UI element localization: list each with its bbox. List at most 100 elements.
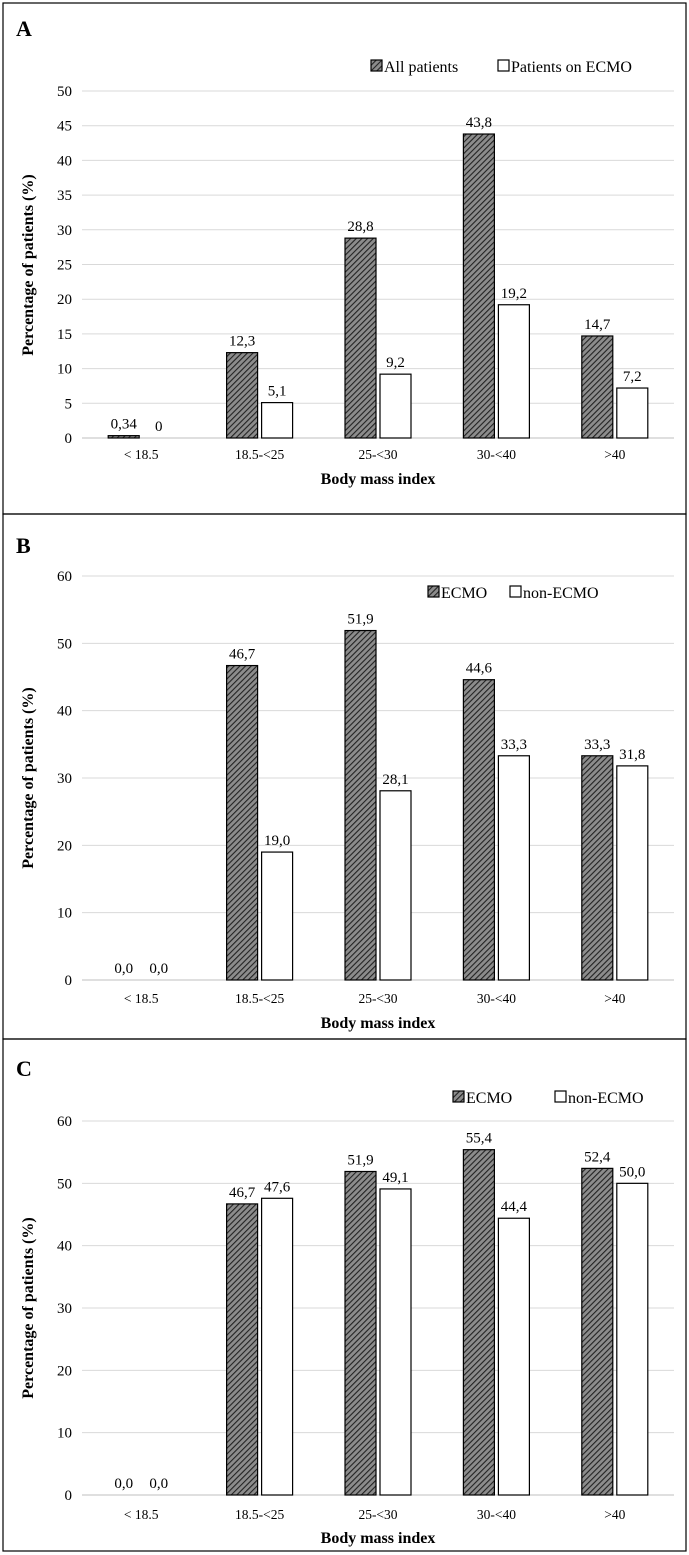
x-category-label: >40 <box>604 1507 625 1522</box>
legend-swatch-hatched <box>370 59 383 72</box>
data-label: 49,1 <box>382 1170 408 1186</box>
y-tick-label: 25 <box>57 258 72 274</box>
y-tick-label: 40 <box>57 153 72 169</box>
y-tick-label: 10 <box>57 1426 72 1442</box>
data-label: 0,0 <box>114 1476 133 1492</box>
data-label: 28,1 <box>382 772 408 788</box>
y-tick-label: 60 <box>57 569 72 585</box>
x-category-label: 18.5-<25 <box>235 1507 284 1522</box>
data-label: 33,3 <box>584 737 610 753</box>
bar-hatched <box>226 664 259 981</box>
data-label: 0,0 <box>114 961 133 977</box>
bar-open <box>379 373 412 439</box>
bar-open <box>261 1197 294 1496</box>
bar-hatched <box>462 679 495 981</box>
x-category-label: 18.5-<25 <box>235 447 284 462</box>
x-category-label: >40 <box>604 991 625 1006</box>
data-label: 0,0 <box>149 1476 168 1492</box>
x-axis-title: Body mass index <box>321 1530 436 1547</box>
bar-hatched <box>226 352 259 439</box>
data-label: 31,8 <box>619 747 645 763</box>
data-label: 44,4 <box>501 1199 528 1215</box>
data-label: 12,3 <box>229 334 255 350</box>
bar-hatched <box>581 335 614 439</box>
bar-open <box>616 765 649 981</box>
y-tick-label: 15 <box>57 327 72 343</box>
bar-hatched <box>344 629 377 981</box>
x-category-label: < 18.5 <box>124 447 159 462</box>
chart-panel-a: A 0 5 10 15 20 25 30 35 40 45 50 0,34 0 < 18.5 12,3 5,1 1… <box>2 2 687 515</box>
y-tick-label: 30 <box>57 1301 72 1317</box>
panel-label: B <box>16 533 31 558</box>
x-category-label: 25-<30 <box>358 447 397 462</box>
legend: ECMO non-ECMO <box>427 585 599 602</box>
y-axis-title: Percentage of patients (%) <box>20 174 37 355</box>
y-tick-label: 0 <box>65 1488 73 1504</box>
y-tick-label: 5 <box>65 396 73 412</box>
y-tick-label: 30 <box>57 771 72 787</box>
data-label: 46,7 <box>229 1185 256 1201</box>
x-axis-title: Body mass index <box>321 471 436 488</box>
bar-hatched <box>581 755 614 981</box>
y-tick-label: 45 <box>57 119 72 135</box>
y-tick-label: 20 <box>57 838 72 854</box>
y-tick-label: 30 <box>57 223 72 239</box>
bar-open <box>379 790 412 981</box>
data-label: 52,4 <box>584 1149 611 1165</box>
data-label: 50,0 <box>619 1164 645 1180</box>
x-axis-title: Body mass index <box>321 1015 436 1032</box>
legend-swatch-hatched <box>452 1090 465 1103</box>
legend-label: non-ECMO <box>568 1090 644 1107</box>
bar-open <box>261 851 294 981</box>
bar-open <box>616 1182 649 1496</box>
x-category-label: 25-<30 <box>358 991 397 1006</box>
bar-hatched <box>226 1203 259 1496</box>
data-label: 28,8 <box>347 219 373 235</box>
chart-panel-c: C 0 10 20 30 40 50 60 0,0 0,0 < 18.5 46,7 47,6 18.5-<… <box>2 1038 687 1552</box>
bar-hatched <box>344 1170 377 1496</box>
bar-open <box>497 1217 530 1496</box>
legend-swatch-open <box>554 1090 567 1103</box>
legend-label: All patients <box>384 59 458 76</box>
legend-swatch-open <box>509 585 522 598</box>
panel-border <box>2 1038 687 1552</box>
bar-hatched <box>344 237 377 439</box>
data-label: 51,9 <box>347 1152 373 1168</box>
x-category-label: 30-<40 <box>477 1507 516 1522</box>
y-tick-label: 40 <box>57 1239 72 1255</box>
data-label: 55,4 <box>466 1131 493 1147</box>
y-tick-label: 10 <box>57 362 72 378</box>
y-tick-label: 50 <box>57 636 72 652</box>
y-tick-label: 60 <box>57 1114 72 1130</box>
x-category-label: < 18.5 <box>124 1507 159 1522</box>
legend: ECMO non-ECMO <box>452 1090 644 1107</box>
panel-label: A <box>16 16 32 41</box>
data-label: 33,3 <box>501 737 527 753</box>
x-category-label: 30-<40 <box>477 447 516 462</box>
x-category-label: 18.5-<25 <box>235 991 284 1006</box>
data-label: 43,8 <box>466 115 492 131</box>
data-label: 44,6 <box>466 661 493 677</box>
y-axis-title: Percentage of patients (%) <box>20 687 37 868</box>
bar-open <box>497 304 530 439</box>
y-tick-label: 40 <box>57 704 72 720</box>
bar-open <box>497 755 530 981</box>
bar-open <box>379 1188 412 1496</box>
y-tick-label: 20 <box>57 292 72 308</box>
data-label: 7,2 <box>623 369 642 385</box>
y-tick-label: 50 <box>57 1176 72 1192</box>
legend-label: Patients on ECMO <box>511 59 632 76</box>
bar-open <box>616 387 649 439</box>
data-label: 19,0 <box>264 833 290 849</box>
data-label: 0 <box>155 419 163 435</box>
y-tick-label: 50 <box>57 84 72 100</box>
y-axis-title: Percentage of patients (%) <box>20 1217 37 1398</box>
legend-label: ECMO <box>441 585 487 602</box>
legend-label: non-ECMO <box>523 585 599 602</box>
data-label: 0,0 <box>149 961 168 977</box>
data-label: 19,2 <box>501 286 527 302</box>
data-label: 9,2 <box>386 355 405 371</box>
data-label: 5,1 <box>268 384 287 400</box>
data-label: 0,34 <box>111 417 138 433</box>
